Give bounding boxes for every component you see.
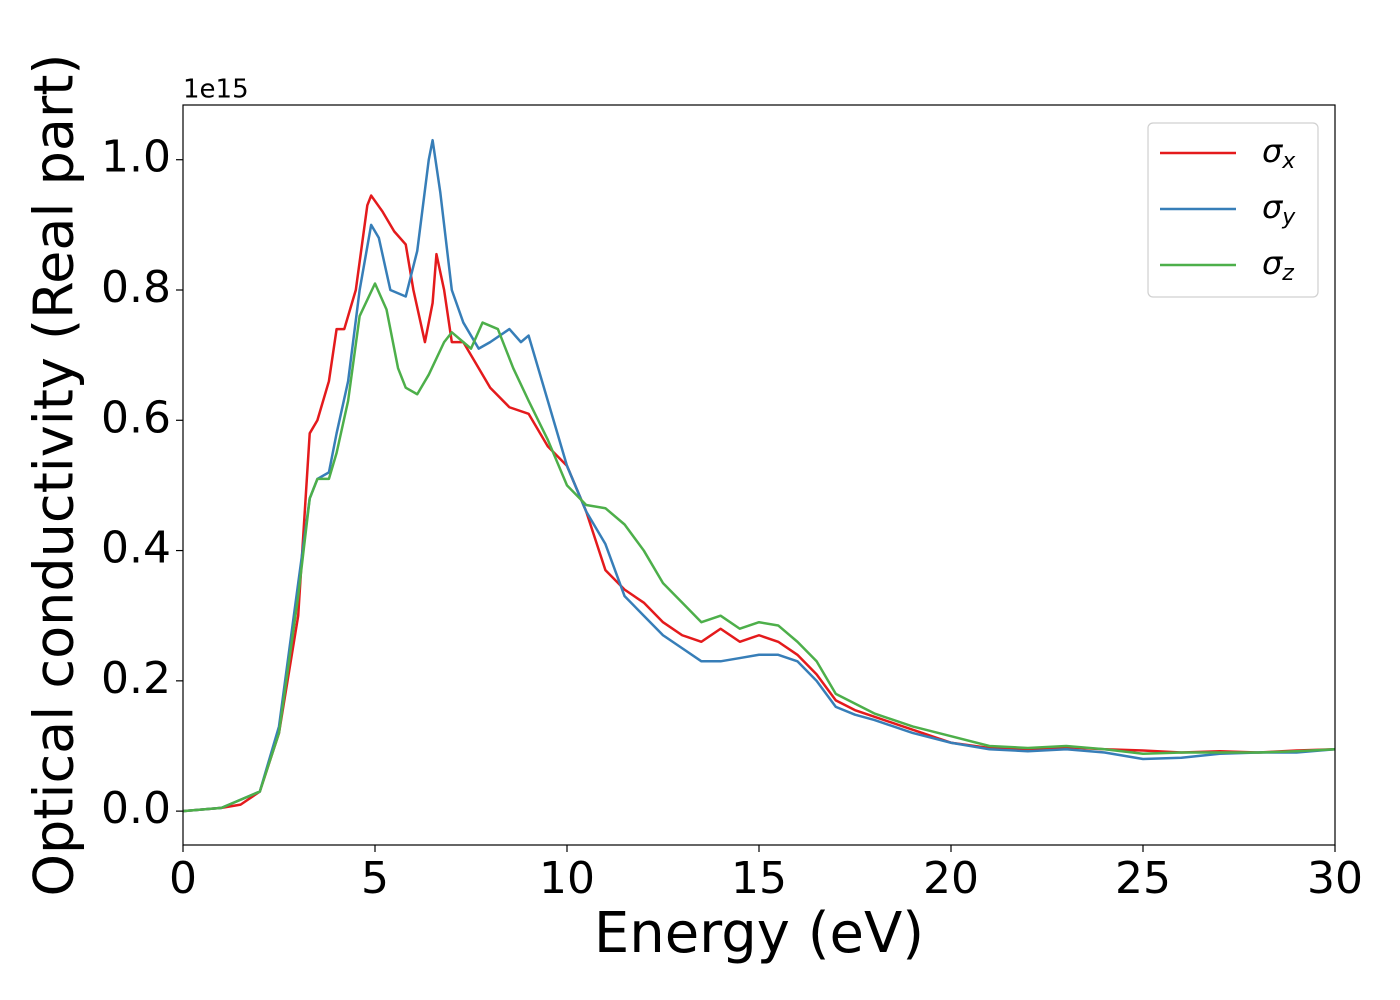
- y-axis-label: Optical conductivity (Real part): [23, 54, 86, 897]
- plot-area: [183, 138, 1335, 813]
- legend-label: σy: [1262, 188, 1296, 230]
- y-tick-label: 0.0: [101, 783, 171, 834]
- x-tick-label: 25: [1115, 853, 1171, 904]
- series-line: [183, 138, 1335, 813]
- x-tick-label: 10: [539, 853, 595, 904]
- y-tick-label: 0.2: [101, 653, 171, 704]
- y-tick-label: 0.8: [101, 262, 171, 313]
- x-tick-label: 30: [1307, 853, 1363, 904]
- x-tick-label: 5: [361, 853, 389, 904]
- legend-label: σx: [1262, 132, 1296, 174]
- series-line: [183, 282, 1335, 813]
- plot-frame: [182, 104, 1336, 846]
- x-tick-label: 15: [731, 853, 787, 904]
- legend-label: σz: [1262, 244, 1294, 286]
- x-axis-label: Energy (eV): [594, 901, 924, 966]
- x-tick-label: 0: [169, 853, 197, 904]
- y-tick-label: 1.0: [101, 132, 171, 183]
- x-tick-label: 20: [923, 853, 979, 904]
- y-tick-label: 0.6: [101, 392, 171, 443]
- y-offset-text: 1e15: [183, 75, 249, 105]
- y-tick-label: 0.4: [101, 523, 171, 574]
